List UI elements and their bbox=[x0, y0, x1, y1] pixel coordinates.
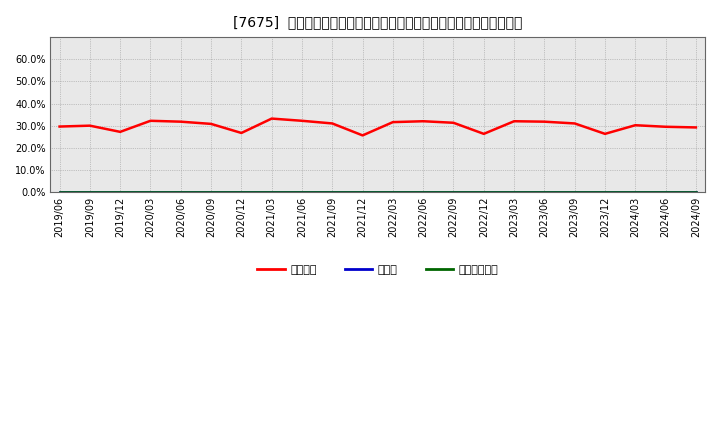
Legend: 自己資本, のれん, 繰延税金資産: 自己資本, のれん, 繰延税金資産 bbox=[253, 260, 503, 279]
Title: [7675]  自己資本、のれん、繰延税金資産の総資産に対する比率の推移: [7675] 自己資本、のれん、繰延税金資産の総資産に対する比率の推移 bbox=[233, 15, 523, 29]
